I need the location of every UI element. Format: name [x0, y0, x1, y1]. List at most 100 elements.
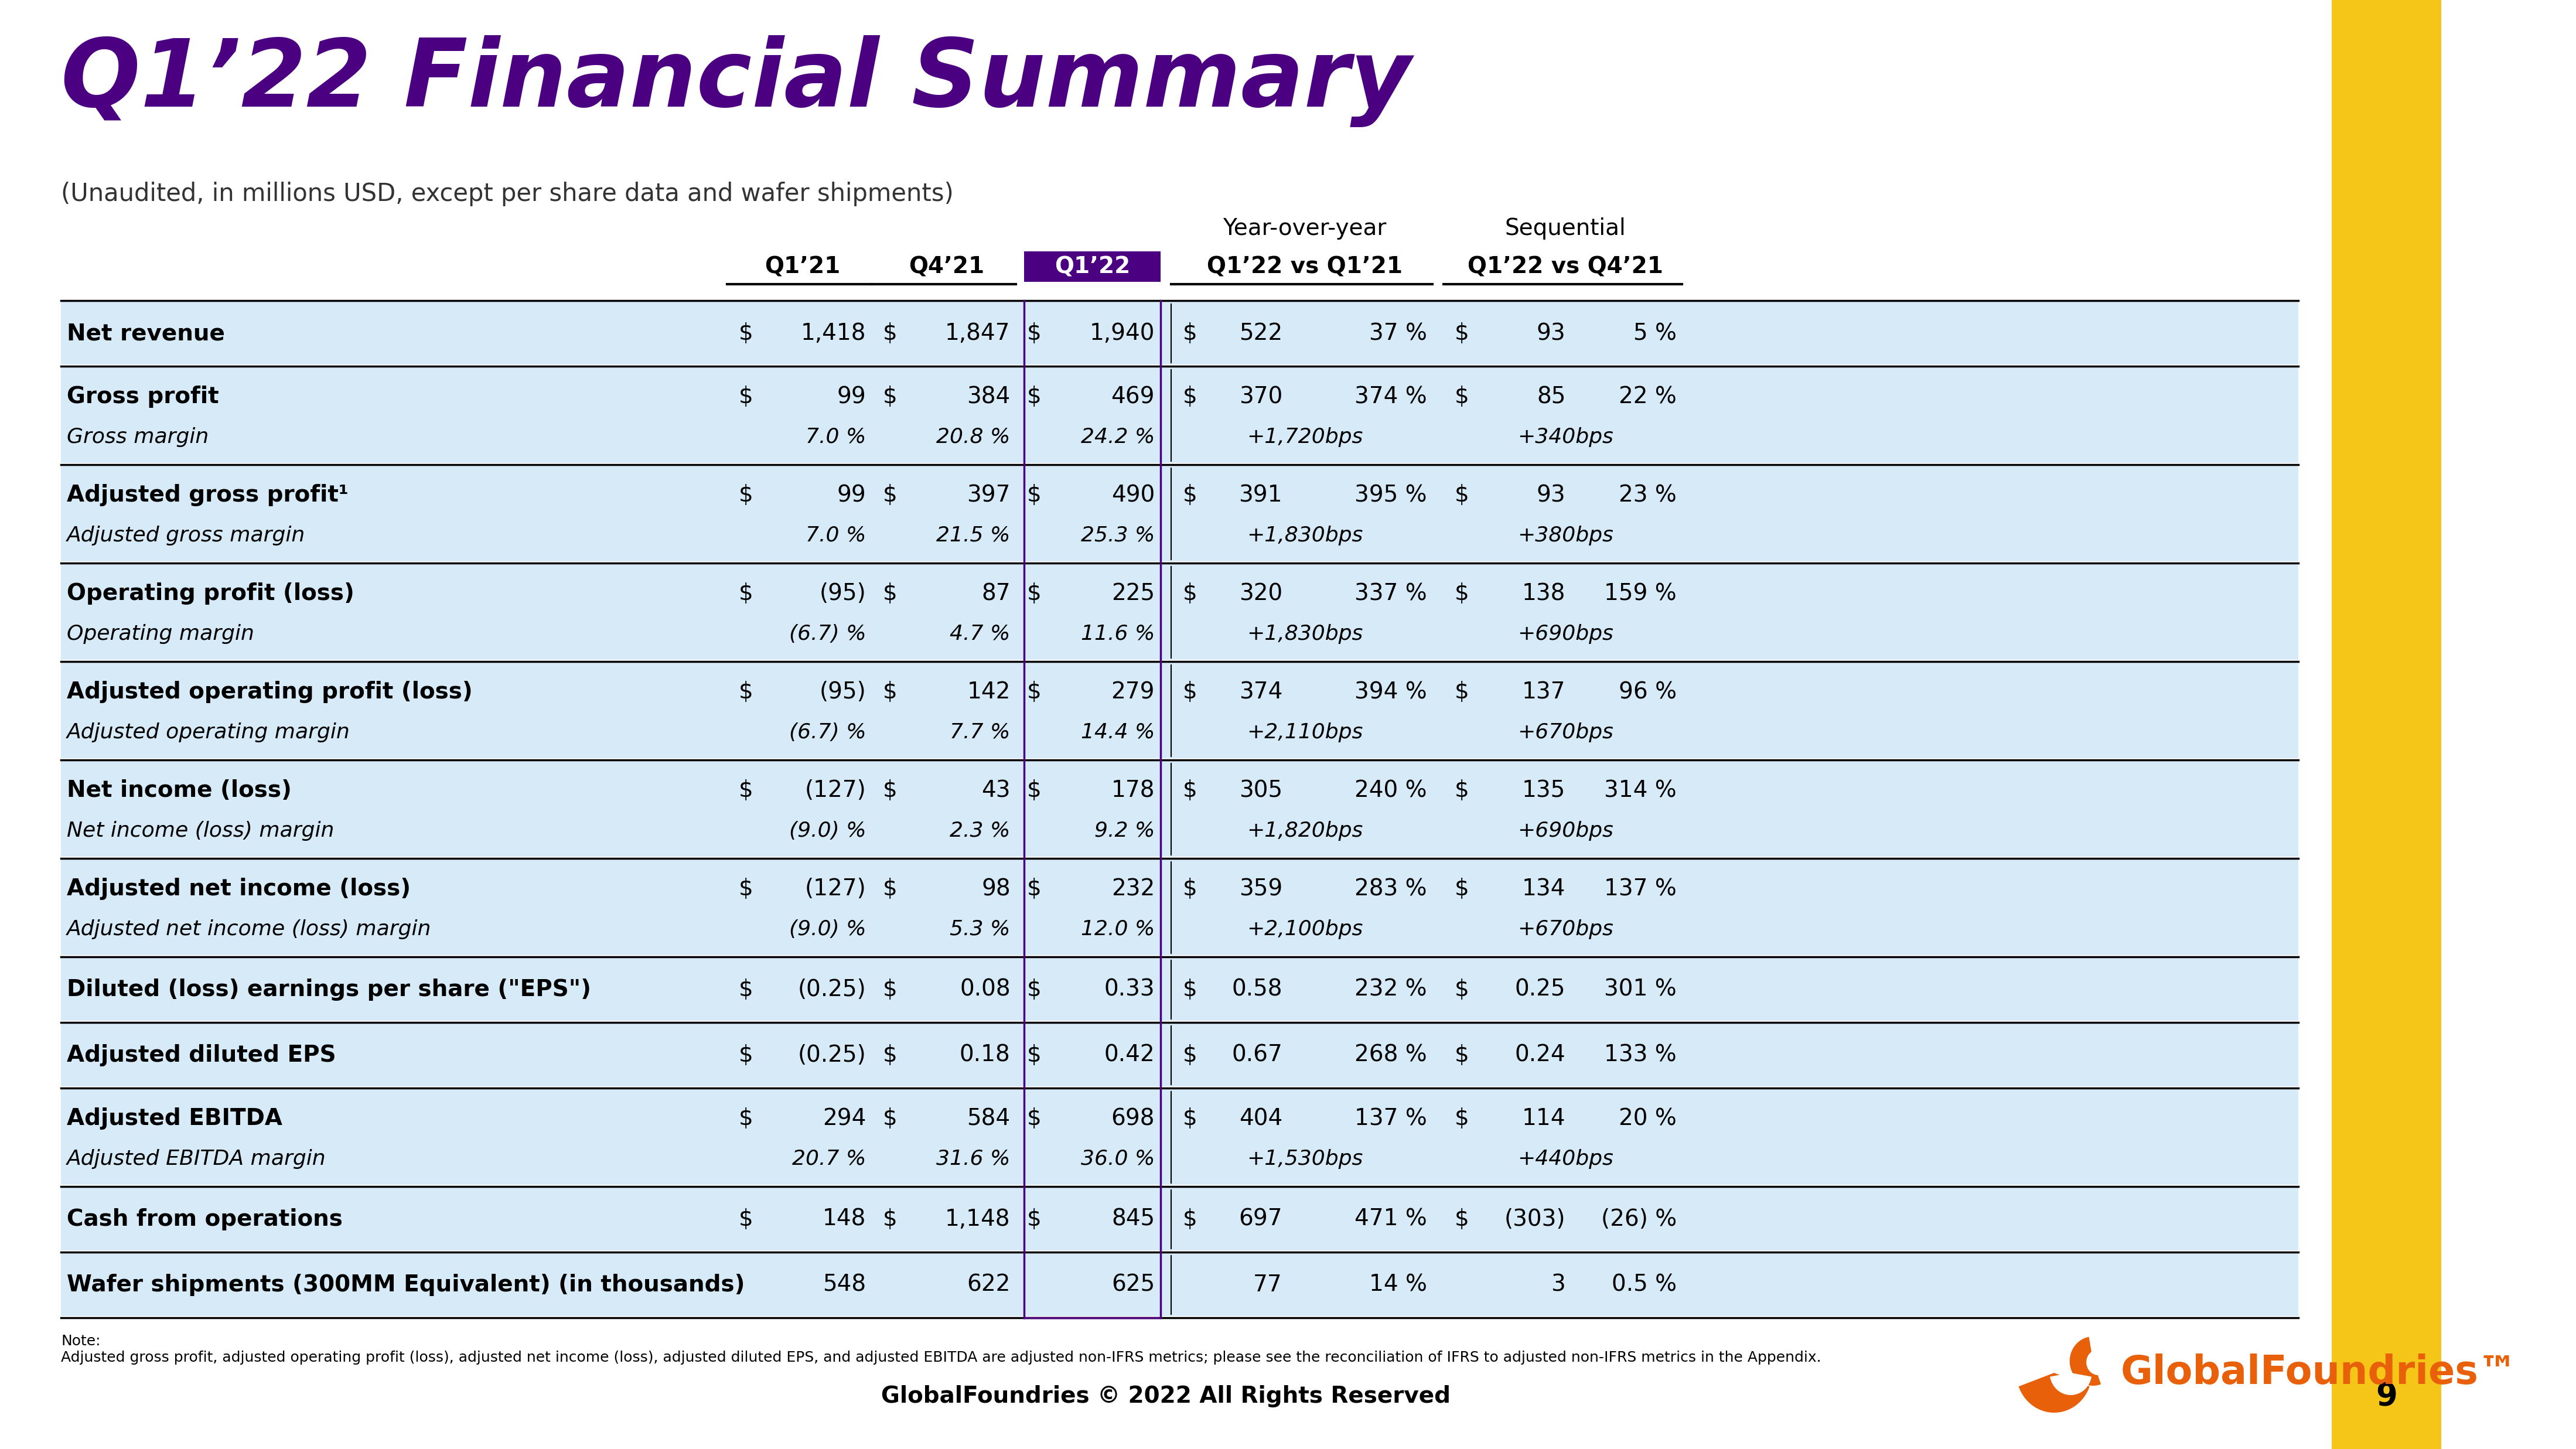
Text: +2,100bps: +2,100bps — [1247, 919, 1363, 939]
Text: Q4’21: Q4’21 — [909, 255, 984, 278]
Text: (26) %: (26) % — [1600, 1208, 1677, 1230]
Text: 137 %: 137 % — [1355, 1107, 1427, 1130]
Text: 14.4 %: 14.4 % — [1082, 723, 1154, 742]
Text: Adjusted EBITDA margin: Adjusted EBITDA margin — [67, 1149, 327, 1169]
Text: $: $ — [884, 385, 896, 407]
Text: 584: 584 — [966, 1107, 1010, 1130]
Text: 93: 93 — [1535, 484, 1566, 506]
Text: $: $ — [1182, 1045, 1198, 1066]
Text: $: $ — [1455, 978, 1468, 1001]
Text: 137: 137 — [1522, 681, 1566, 703]
Text: $: $ — [739, 1208, 752, 1230]
Text: 0.58: 0.58 — [1231, 978, 1283, 1001]
Bar — [62, 761, 2298, 856]
Bar — [62, 1090, 2298, 1185]
Text: 9.2 %: 9.2 % — [1095, 822, 1154, 840]
Text: Q1’21: Q1’21 — [765, 255, 840, 278]
Text: GlobalFoundries © 2022 All Rights Reserved: GlobalFoundries © 2022 All Rights Reserv… — [881, 1385, 1450, 1407]
Text: 374: 374 — [1239, 681, 1283, 703]
Text: Gross margin: Gross margin — [67, 427, 209, 448]
Text: 4.7 %: 4.7 % — [951, 625, 1010, 643]
Text: 159 %: 159 % — [1605, 582, 1677, 604]
Text: 37 %: 37 % — [1368, 322, 1427, 345]
Text: 135: 135 — [1522, 780, 1566, 801]
Text: Adjusted gross margin: Adjusted gross margin — [67, 526, 304, 545]
Text: 225: 225 — [1110, 582, 1154, 604]
Text: 395 %: 395 % — [1355, 484, 1427, 506]
Text: 43: 43 — [981, 780, 1010, 801]
Text: $: $ — [884, 780, 896, 801]
Text: $: $ — [1028, 385, 1041, 407]
Text: Net income (loss): Net income (loss) — [67, 780, 291, 801]
Text: 22 %: 22 % — [1618, 385, 1677, 407]
Text: $: $ — [1028, 878, 1041, 900]
Text: (0.25): (0.25) — [799, 1045, 866, 1066]
Text: $: $ — [1455, 780, 1468, 801]
Text: Operating profit (loss): Operating profit (loss) — [67, 582, 355, 604]
Text: $: $ — [1455, 322, 1468, 345]
Text: +1,830bps: +1,830bps — [1247, 625, 1363, 643]
Text: 397: 397 — [966, 484, 1010, 506]
Text: $: $ — [1455, 1045, 1468, 1066]
Text: +690bps: +690bps — [1517, 625, 1613, 643]
Text: 0.5 %: 0.5 % — [1613, 1274, 1677, 1295]
Text: $: $ — [1028, 322, 1041, 345]
Wedge shape — [2020, 1372, 2089, 1413]
Text: 232 %: 232 % — [1355, 978, 1427, 1001]
Bar — [62, 564, 2298, 659]
Text: 20 %: 20 % — [1618, 1107, 1677, 1130]
Text: Adjusted net income (loss): Adjusted net income (loss) — [67, 878, 410, 900]
Text: 0.24: 0.24 — [1515, 1045, 1566, 1066]
Text: Adjusted EBITDA: Adjusted EBITDA — [67, 1107, 283, 1130]
Text: +340bps: +340bps — [1517, 427, 1613, 448]
Text: +690bps: +690bps — [1517, 822, 1613, 840]
Text: Diluted (loss) earnings per share ("EPS"): Diluted (loss) earnings per share ("EPS"… — [67, 978, 590, 1001]
Text: 337 %: 337 % — [1355, 582, 1427, 604]
Text: $: $ — [1028, 484, 1041, 506]
Text: +1,830bps: +1,830bps — [1247, 526, 1363, 545]
Text: $: $ — [1182, 978, 1198, 1001]
Wedge shape — [2050, 1372, 2092, 1395]
Text: $: $ — [1182, 582, 1198, 604]
Text: $: $ — [1028, 1107, 1041, 1130]
Text: 404: 404 — [1239, 1107, 1283, 1130]
Text: (9.0) %: (9.0) % — [788, 822, 866, 840]
Text: $: $ — [1455, 484, 1468, 506]
Text: 20.7 %: 20.7 % — [791, 1149, 866, 1169]
Text: $: $ — [884, 978, 896, 1001]
Bar — [62, 1253, 2298, 1316]
Text: $: $ — [884, 1107, 896, 1130]
Text: 0.18: 0.18 — [961, 1045, 1010, 1066]
Text: $: $ — [1455, 1208, 1468, 1230]
Text: 391: 391 — [1239, 484, 1283, 506]
Text: 87: 87 — [981, 582, 1010, 604]
Text: $: $ — [884, 322, 896, 345]
Text: $: $ — [884, 582, 896, 604]
Text: (303): (303) — [1504, 1208, 1566, 1230]
Text: 93: 93 — [1535, 322, 1566, 345]
Text: Gross profit: Gross profit — [67, 385, 219, 407]
Text: 7.0 %: 7.0 % — [806, 526, 866, 545]
Text: Adjusted net income (loss) margin: Adjusted net income (loss) margin — [67, 919, 430, 939]
Text: (9.0) %: (9.0) % — [788, 919, 866, 939]
Text: 148: 148 — [822, 1208, 866, 1230]
Text: 359: 359 — [1239, 878, 1283, 900]
Text: Cash from operations: Cash from operations — [67, 1208, 343, 1230]
Text: 98: 98 — [981, 878, 1010, 900]
Text: $: $ — [739, 582, 752, 604]
Text: $: $ — [1182, 385, 1198, 407]
Text: (6.7) %: (6.7) % — [788, 625, 866, 643]
Text: 240 %: 240 % — [1355, 780, 1427, 801]
Text: 7.0 %: 7.0 % — [806, 427, 866, 448]
Bar — [62, 301, 2298, 365]
Text: 5 %: 5 % — [1633, 322, 1677, 345]
Text: $: $ — [884, 484, 896, 506]
Text: 394 %: 394 % — [1355, 681, 1427, 703]
Text: Net revenue: Net revenue — [67, 322, 224, 345]
Text: 374 %: 374 % — [1355, 385, 1427, 407]
Text: $: $ — [1028, 1208, 1041, 1230]
Text: 9: 9 — [2375, 1381, 2398, 1411]
Text: 294: 294 — [822, 1107, 866, 1130]
Text: $: $ — [1182, 322, 1198, 345]
Text: $: $ — [1028, 978, 1041, 1001]
